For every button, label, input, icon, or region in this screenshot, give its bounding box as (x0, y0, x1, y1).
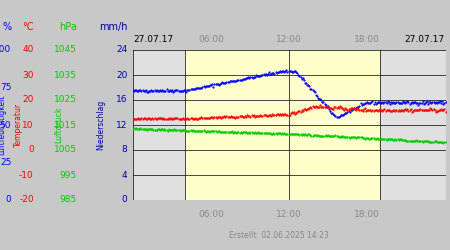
Text: °C: °C (22, 22, 34, 32)
Text: 20: 20 (22, 96, 34, 104)
Text: 1045: 1045 (54, 46, 76, 54)
Text: 20: 20 (116, 70, 127, 80)
Text: 40: 40 (22, 46, 34, 54)
Text: 1005: 1005 (54, 146, 76, 154)
Text: 0: 0 (5, 196, 11, 204)
Text: Luftdruck: Luftdruck (54, 107, 63, 143)
Bar (380, 50, 446, 200)
Text: 27.07.17: 27.07.17 (134, 35, 174, 44)
Text: -20: -20 (19, 196, 34, 204)
Text: 18:00: 18:00 (354, 210, 380, 219)
Text: 1035: 1035 (54, 70, 76, 80)
Text: Luftfeuchtigkeit: Luftfeuchtigkeit (0, 95, 7, 155)
Text: Niederschlag: Niederschlag (97, 100, 106, 150)
Text: Erstellt: 02.06.2025 14:23: Erstellt: 02.06.2025 14:23 (229, 231, 329, 240)
Text: 8: 8 (122, 146, 127, 154)
Text: %: % (2, 22, 11, 32)
Text: 12: 12 (116, 120, 127, 130)
Bar (133, 50, 185, 200)
Text: 1015: 1015 (54, 120, 76, 130)
Text: 30: 30 (22, 70, 34, 80)
Text: 27.07.17: 27.07.17 (405, 35, 445, 44)
Text: 4: 4 (122, 170, 127, 179)
Text: 10: 10 (22, 120, 34, 130)
Text: hPa: hPa (58, 22, 76, 32)
Text: 16: 16 (116, 96, 127, 104)
Text: 24: 24 (116, 46, 127, 54)
Text: 06:00: 06:00 (198, 210, 224, 219)
Text: 0: 0 (28, 146, 34, 154)
Text: mm/h: mm/h (99, 22, 127, 32)
Text: 100: 100 (0, 46, 11, 54)
Text: 0: 0 (122, 196, 127, 204)
Text: 06:00: 06:00 (198, 35, 224, 44)
Text: -10: -10 (19, 170, 34, 179)
Text: 75: 75 (0, 83, 11, 92)
Text: 995: 995 (59, 170, 76, 179)
Text: 12:00: 12:00 (276, 35, 302, 44)
Text: 1025: 1025 (54, 96, 76, 104)
Text: 50: 50 (0, 120, 11, 130)
Text: 12:00: 12:00 (276, 210, 302, 219)
Bar (185, 50, 380, 200)
Text: 985: 985 (59, 196, 76, 204)
Text: 25: 25 (0, 158, 11, 167)
Text: 18:00: 18:00 (354, 35, 380, 44)
Text: Temperatur: Temperatur (14, 103, 22, 147)
